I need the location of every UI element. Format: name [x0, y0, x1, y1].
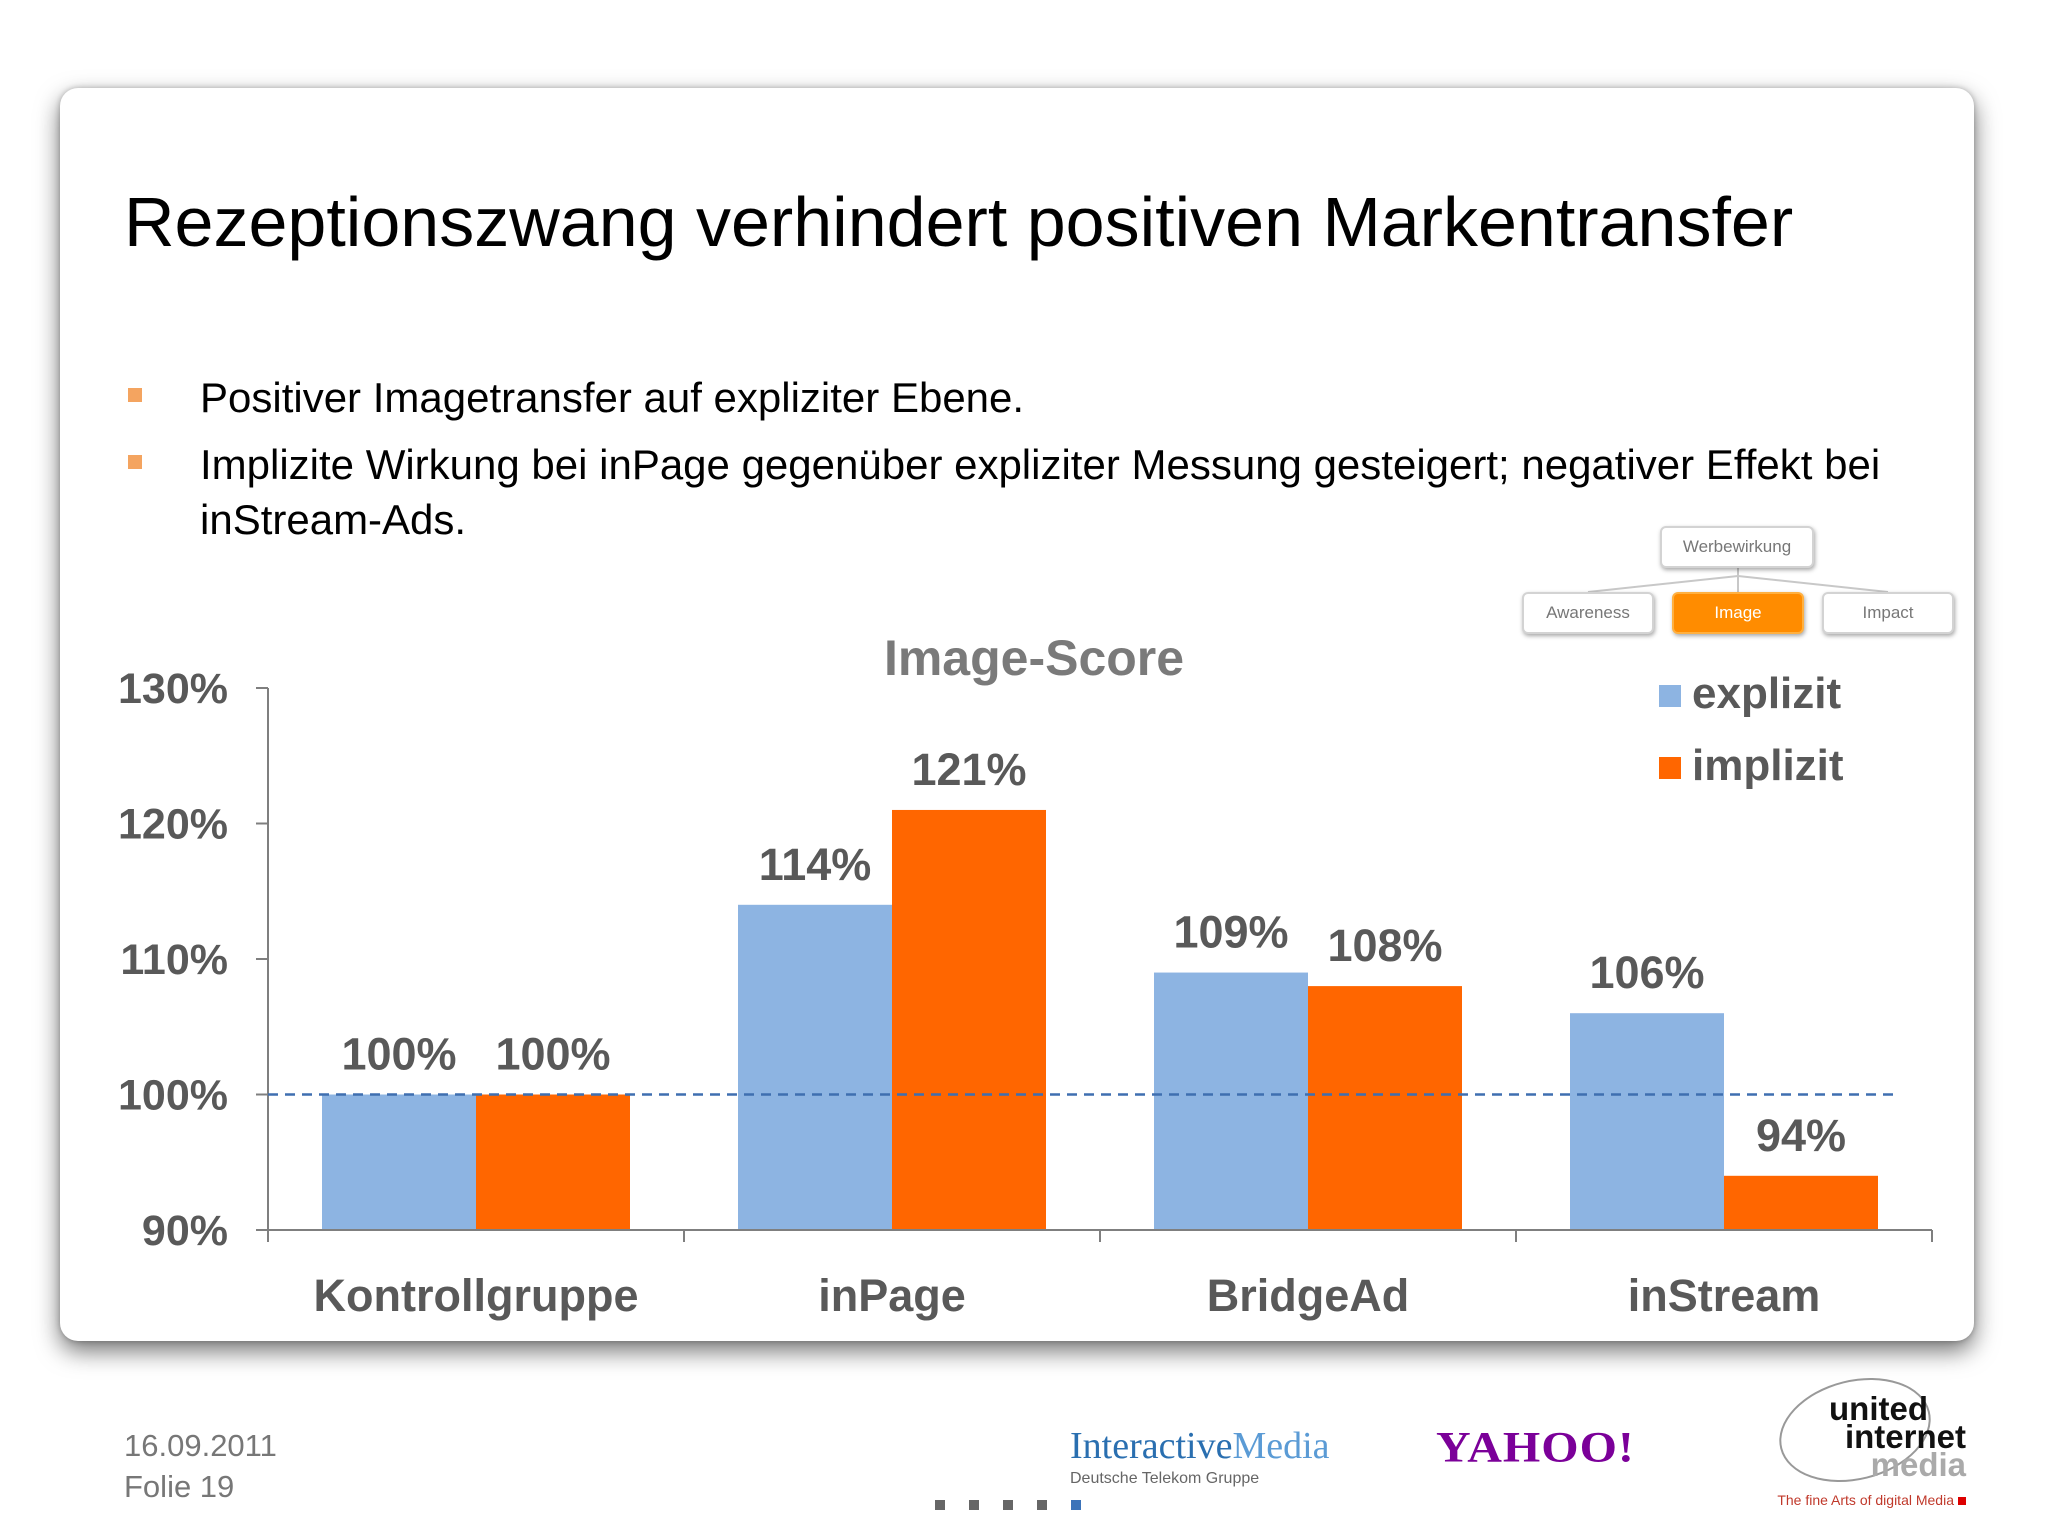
nav-dot-current[interactable] [1071, 1500, 1081, 1510]
footer-date: 16.09.2011 [124, 1428, 277, 1463]
legend-label: explizit [1692, 669, 1841, 718]
hierarchy-image: Image [1672, 592, 1804, 634]
bar-explizit [738, 904, 892, 1230]
bar-explizit [322, 1094, 476, 1230]
y-tick-label: 110% [120, 936, 228, 984]
hierarchy-connectors [1587, 566, 1889, 593]
interactive-media-logo: InteractiveMedia Deutsche Telekom Gruppe [1070, 1424, 1330, 1488]
y-tick-label: 130% [118, 665, 228, 713]
data-label: 100% [341, 1029, 456, 1080]
bullet-marker-icon [128, 388, 142, 402]
logo-uim-line1: united [1829, 1390, 1928, 1427]
nav-dot[interactable] [935, 1500, 945, 1510]
bullet-text: Positiver Imagetransfer auf expliziter E… [200, 374, 1025, 421]
bar-implizit [892, 809, 1046, 1230]
logo-im-word1: Interactive [1070, 1425, 1233, 1467]
data-label: 114% [759, 839, 872, 890]
legend-swatch-explizit [1659, 685, 1681, 707]
logo-im-word2: Media [1232, 1425, 1330, 1467]
nav-dot[interactable] [1037, 1500, 1047, 1510]
united-internet-media-logo: united internet media The fine Arts of d… [1760, 1362, 1980, 1520]
x-tick-label: Kontrollgruppe [314, 1270, 639, 1321]
logo-im-sub: Deutsche Telekom Gruppe [1070, 1470, 1260, 1487]
legend-label: implizit [1692, 741, 1844, 790]
nav-dot[interactable] [1003, 1500, 1013, 1510]
hierarchy-impact: Impact [1822, 592, 1954, 634]
y-tick-label: 120% [118, 801, 228, 849]
bullet-text: Implizite Wirkung bei inPage gegenüber e… [200, 441, 1881, 543]
bar-explizit [1154, 972, 1308, 1230]
nav-dot[interactable] [969, 1500, 979, 1510]
bullet-item: Positiver Imagetransfer auf expliziter E… [128, 370, 1888, 425]
bullet-marker-icon [128, 455, 142, 469]
x-tick-label: inStream [1628, 1270, 1821, 1321]
hierarchy-awareness: Awareness [1522, 592, 1654, 634]
data-label: 121% [911, 744, 1026, 795]
x-tick-label: BridgeAd [1207, 1270, 1410, 1321]
data-label: 106% [1589, 947, 1704, 998]
legend-swatch-implizit [1659, 757, 1681, 779]
chart-title: Image-Score [884, 630, 1184, 686]
logo-uim-line3: media [1870, 1446, 1966, 1483]
logo-uim-line2: internet [1844, 1418, 1966, 1455]
hierarchy-root: Werbewirkung [1660, 526, 1814, 568]
bar-implizit [1724, 1175, 1878, 1230]
slide-title: Rezeptionszwang verhindert positiven Mar… [124, 183, 1794, 261]
y-tick-label: 90% [142, 1207, 228, 1255]
bullet-list: Positiver Imagetransfer auf expliziter E… [128, 370, 1888, 559]
logo-uim-tagline: The fine Arts of digital Media [1777, 1492, 1966, 1508]
bar-implizit [1308, 986, 1462, 1230]
hierarchy-diagram: Werbewirkung Awareness Image Impact [1516, 522, 1960, 642]
slide-nav-dots [935, 1500, 1081, 1510]
bullet-item: Implizite Wirkung bei inPage gegenüber e… [128, 437, 1888, 547]
footer-slide-number: Folie 19 [124, 1469, 235, 1504]
data-label: 94% [1756, 1110, 1846, 1161]
y-tick-label: 100% [118, 1072, 228, 1120]
data-label: 108% [1327, 920, 1442, 971]
data-label: 109% [1173, 907, 1288, 958]
x-tick-label: inPage [818, 1270, 966, 1321]
bar-implizit [476, 1094, 630, 1230]
data-label: 100% [495, 1029, 610, 1080]
yahoo-logo: YAHOO! [1436, 1423, 1635, 1472]
bar-explizit [1570, 1013, 1724, 1230]
